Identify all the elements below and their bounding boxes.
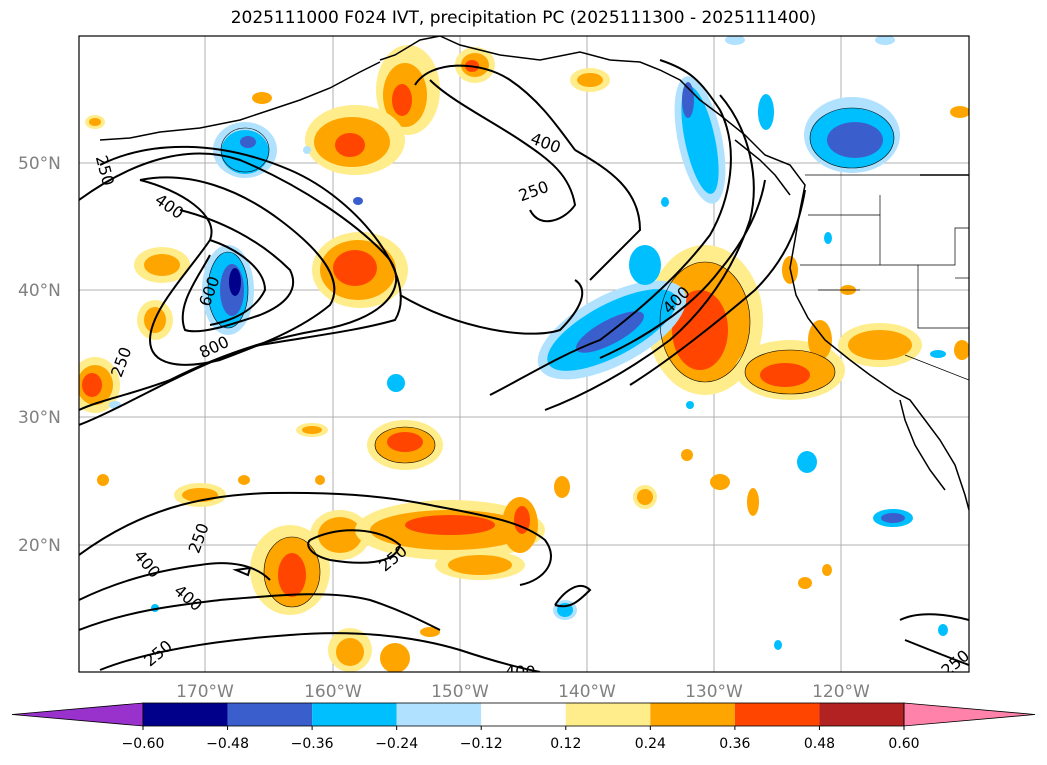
lon-label: 170°W [176, 682, 234, 702]
colorbar-tick-label: −0.24 [375, 736, 418, 752]
colorbar-segment [819, 703, 904, 726]
latitude-labels: 50°N 40°N 30°N 20°N [18, 154, 61, 556]
lat-label: 30°N [18, 408, 61, 428]
colorbar-extend-high [903, 702, 1036, 727]
colorbar-tick-label: −0.60 [122, 736, 165, 752]
colorbar-segment [396, 703, 482, 726]
colorbar-segment [565, 703, 651, 726]
colorbar-segment [312, 703, 397, 726]
colorbar-tick-label: 0.12 [550, 736, 581, 752]
longitude-labels: 170°W 160°W 150°W 140°W 130°W 120°W [176, 682, 870, 702]
ivt-contours [79, 59, 969, 672]
colorbar-extend-low [11, 702, 144, 727]
lon-label: 130°W [685, 682, 743, 702]
colorbar-tick-label: −0.48 [206, 736, 249, 752]
lon-label: 150°W [431, 682, 489, 702]
map-title: 2025111000 F024 IVT, precipitation PC (2… [230, 8, 817, 28]
precip-negative-shading [109, 36, 948, 650]
lat-label: 20°N [18, 536, 61, 556]
colorbar-frame [142, 702, 905, 727]
precip-positive-shading [79, 45, 969, 672]
lat-label: 50°N [18, 154, 61, 174]
coastlines [99, 36, 969, 511]
colorbar-segment [481, 703, 566, 726]
colorbar-tick-label: −0.12 [460, 736, 503, 752]
plot-frame [78, 35, 970, 673]
lon-label: 140°W [558, 682, 616, 702]
colorbar-segment [734, 703, 820, 726]
lat-label: 40°N [18, 281, 61, 301]
lon-label: 160°W [304, 682, 362, 702]
colorbar-segment [650, 703, 735, 726]
colorbar-tick-label: 0.36 [719, 736, 750, 752]
colorbar-segment [143, 703, 228, 726]
colorbar-tick-label: −0.36 [291, 736, 334, 752]
colorbar-tick-label: 0.60 [888, 736, 919, 752]
shading-outlines [207, 107, 895, 608]
colorbar: −0.60 −0.48 −0.36 −0.24 −0.12 0.12 0.24 0.36 0.4… [11, 702, 1036, 752]
contour-label: 400 [505, 662, 536, 681]
colorbar-tick-label: 0.48 [804, 736, 835, 752]
state-borders [800, 174, 969, 381]
colorbar-tick-label: 0.24 [635, 736, 666, 752]
lon-label: 120°W [812, 682, 870, 702]
colorbar-segment [227, 703, 313, 726]
